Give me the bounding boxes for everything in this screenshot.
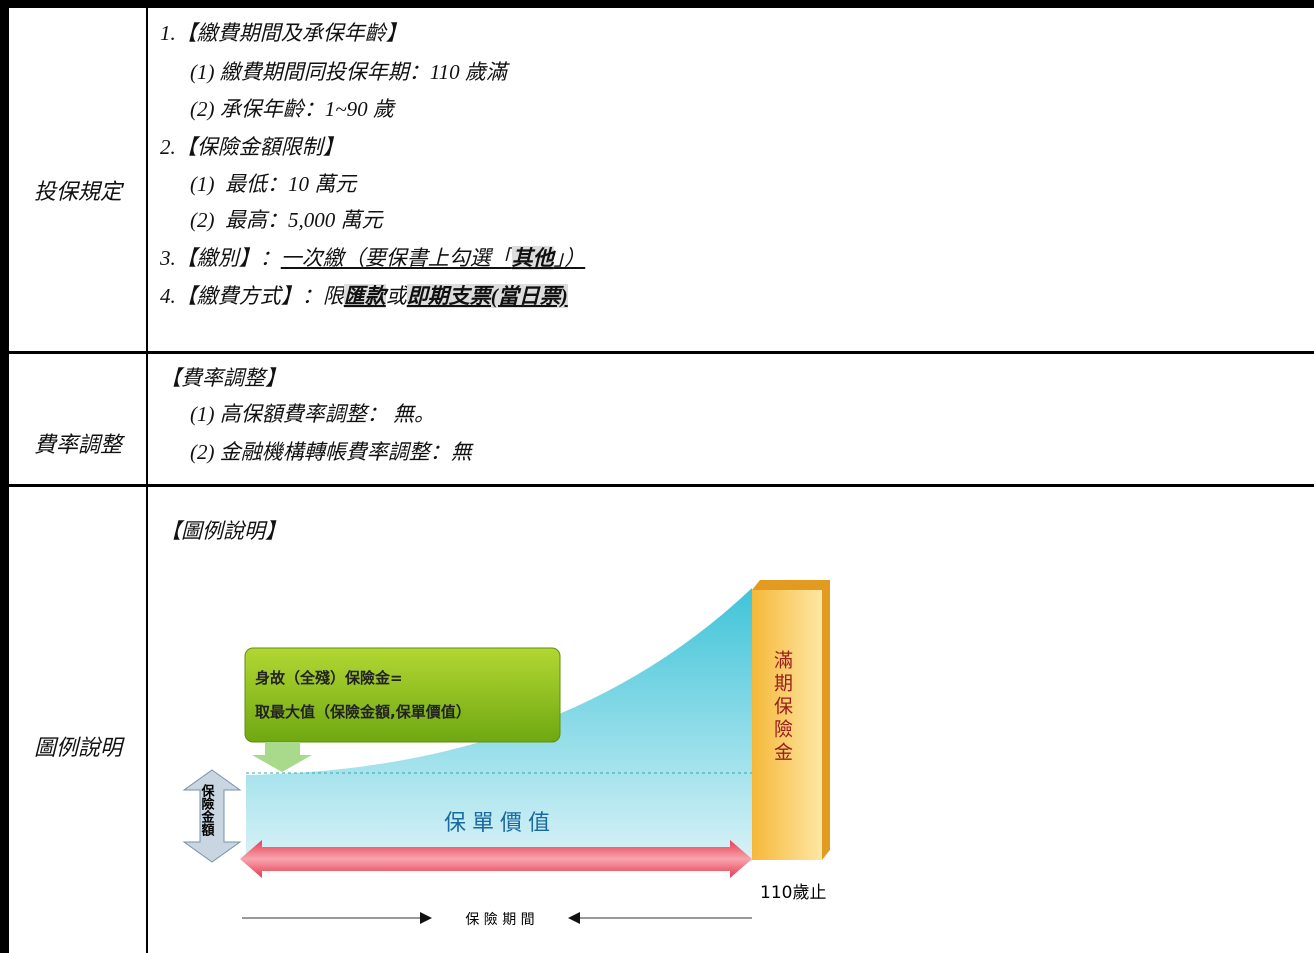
line: (2) 金融機構轉帳費率調整：無 xyxy=(190,440,472,464)
line: (2) 最高：5,000 萬元 xyxy=(190,208,383,232)
row-label: 費率調整 xyxy=(33,432,122,457)
border xyxy=(0,484,1314,487)
maturity-label: 滿期保險金 xyxy=(771,650,793,765)
end-age: 110歲止 xyxy=(760,883,826,903)
line: 【費率調整】 xyxy=(160,366,286,390)
line: 1.【繳費期間及承保年齡】 xyxy=(160,21,407,45)
row-label: 投保規定 xyxy=(33,179,122,204)
row-label: 圖例說明 xyxy=(33,735,122,760)
line: 4.【繳費方式】：限匯款或即期支票(當日票) xyxy=(160,283,568,309)
arrowhead xyxy=(420,912,432,924)
period-label: 保 險 期 間 xyxy=(465,912,534,928)
sum-label: 保險金額 xyxy=(199,783,216,837)
maturity-pillar xyxy=(752,590,822,860)
text: 其他 xyxy=(511,246,554,270)
line: (2) 承保年齡：1~90 歲 xyxy=(190,97,394,121)
double-arrow xyxy=(182,769,242,863)
text: 匯款 xyxy=(343,284,386,308)
callout xyxy=(244,647,561,743)
period-arrow xyxy=(240,840,752,878)
border xyxy=(0,0,9,953)
text: 或 xyxy=(385,284,407,308)
callout-text: 取最大值（保險金額,保單價值） xyxy=(255,703,471,721)
line: 【圖例說明】 xyxy=(160,519,286,543)
value-label: 保單價值 xyxy=(444,811,556,836)
border xyxy=(0,0,1314,8)
text: 即期支票(當日票) xyxy=(406,284,568,308)
arrow xyxy=(252,742,312,772)
line: 3.【繳別】：一次繳（要保書上勾選「其他」） xyxy=(160,245,585,271)
text: 4.【繳費方式】：限 xyxy=(160,284,344,308)
line: (1) 最低：10 萬元 xyxy=(190,172,357,196)
border xyxy=(0,351,1314,354)
line: 2.【保險金額限制】 xyxy=(160,135,344,159)
value-area xyxy=(246,588,752,862)
text: 一次繳（要保書上勾選「 xyxy=(280,246,512,270)
line: (1) 高保額費率調整： 無。 xyxy=(190,402,435,426)
border xyxy=(146,0,148,953)
text: 3.【繳別】： xyxy=(160,246,281,270)
callout-text: 身故（全殘）保險金= xyxy=(255,669,403,687)
arrowhead xyxy=(568,912,580,924)
line: (1) 繳費期間同投保年期：110 歲滿 xyxy=(190,60,507,84)
text: 」） xyxy=(553,246,586,270)
